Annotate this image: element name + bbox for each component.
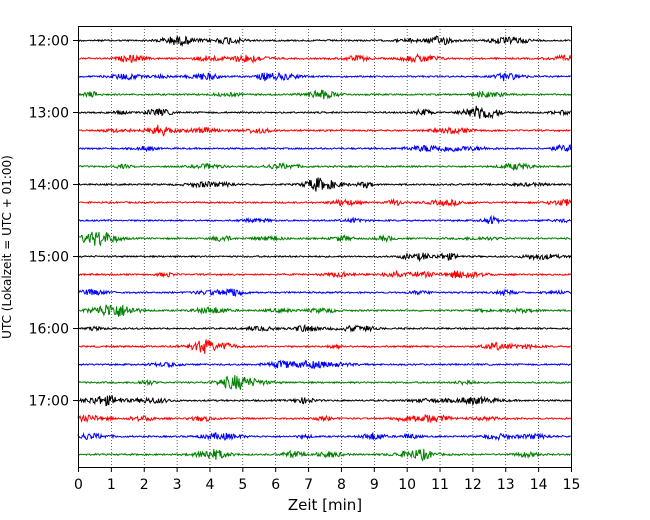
trace-line [77, 304, 572, 317]
x-tick-label: 0 [74, 477, 83, 493]
x-tick-label: 7 [304, 477, 313, 493]
trace-line [77, 448, 571, 462]
trace-line [77, 143, 572, 153]
y-axis-label: UTC (Lokalzeit = UTC + 01:00) [0, 155, 14, 339]
trace-line [77, 177, 572, 192]
trace-line [77, 359, 572, 369]
trace-line [77, 413, 572, 424]
x-axis: 0 1 2 3 4 5 6 7 8 9 10 11 12 13 14 15 [74, 467, 580, 493]
y-axis: 12:00 13:00 14:00 15:00 16:00 17:00 [29, 34, 78, 410]
x-axis-label: Zeit [min] [288, 496, 362, 514]
trace-line [77, 394, 572, 407]
x-tick-label: 10 [398, 477, 416, 493]
trace-line [77, 431, 571, 442]
x-tick-label: 6 [271, 477, 280, 493]
trace-line [77, 252, 572, 263]
x-tick-label: 5 [238, 477, 247, 493]
trace-line [77, 124, 571, 137]
x-tick-label: 2 [140, 477, 149, 493]
x-tick-label: 1 [107, 477, 116, 493]
x-tick-label: 12 [464, 477, 482, 493]
trace-line [77, 105, 571, 120]
x-tick-label: 4 [206, 477, 215, 493]
trace-line [77, 323, 571, 333]
trace-line [77, 35, 571, 48]
x-tick-label: 9 [370, 477, 379, 493]
y-tick-label: 15:00 [29, 250, 69, 266]
x-tick-label: 11 [431, 477, 449, 493]
trace-line [77, 269, 572, 279]
y-tick-label: 16:00 [29, 322, 69, 338]
trace-line [77, 288, 572, 297]
plot-frame [78, 26, 572, 468]
x-tick-label: 3 [173, 477, 182, 493]
trace-line [77, 375, 572, 390]
y-tick-label: 14:00 [29, 178, 69, 194]
x-tick-label: 8 [337, 477, 346, 493]
trace-line [77, 339, 571, 354]
trace-line [77, 89, 572, 100]
traces [77, 35, 572, 462]
trace-line [77, 214, 572, 225]
trace-line [77, 71, 571, 82]
trace-line [77, 53, 572, 65]
trace-line [77, 162, 572, 172]
y-tick-label: 17:00 [29, 394, 69, 410]
x-tick-label: 13 [497, 477, 515, 493]
y-tick-label: 13:00 [29, 106, 69, 122]
trace-line [77, 198, 572, 208]
y-tick-label: 12:00 [29, 34, 69, 50]
x-tick-label: 14 [530, 477, 548, 493]
trace-line [77, 231, 571, 247]
x-tick-label: 15 [563, 477, 581, 493]
